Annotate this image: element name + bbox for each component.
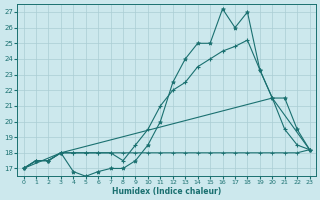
X-axis label: Humidex (Indice chaleur): Humidex (Indice chaleur) — [112, 187, 221, 196]
